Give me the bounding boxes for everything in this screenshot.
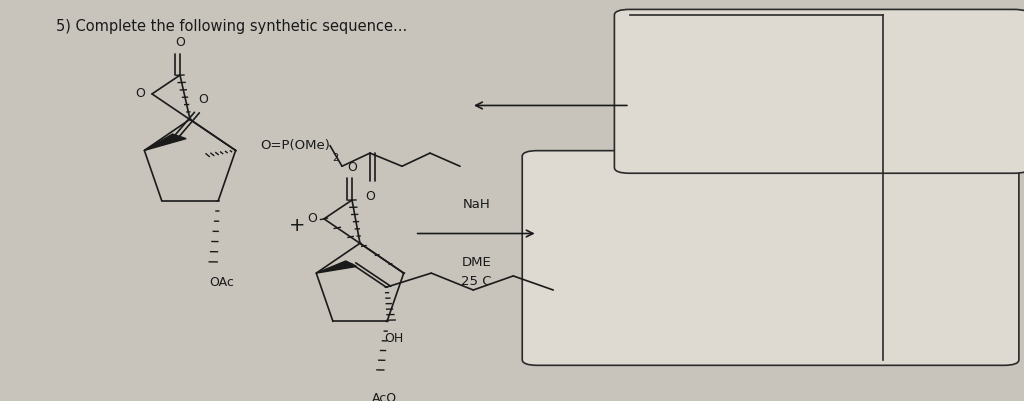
- Polygon shape: [144, 134, 186, 150]
- Text: O: O: [199, 93, 208, 106]
- Text: +: +: [289, 217, 305, 235]
- Text: O: O: [366, 190, 375, 203]
- Text: O=P(OMe): O=P(OMe): [260, 139, 330, 152]
- Polygon shape: [316, 261, 356, 273]
- FancyBboxPatch shape: [614, 9, 1024, 173]
- Text: OAc: OAc: [209, 276, 233, 289]
- FancyBboxPatch shape: [522, 151, 1019, 365]
- Text: OH: OH: [385, 332, 403, 345]
- Text: AcO: AcO: [372, 392, 396, 401]
- Text: 2: 2: [332, 153, 338, 163]
- Text: 25 C: 25 C: [461, 275, 492, 288]
- Text: 5) Complete the following synthetic sequence...: 5) Complete the following synthetic sequ…: [56, 19, 408, 34]
- Text: O: O: [175, 36, 185, 49]
- Text: O: O: [347, 161, 357, 174]
- Text: DME: DME: [461, 256, 492, 269]
- Text: NaH: NaH: [462, 198, 490, 211]
- Text: O: O: [307, 213, 317, 225]
- Text: O: O: [135, 87, 145, 100]
